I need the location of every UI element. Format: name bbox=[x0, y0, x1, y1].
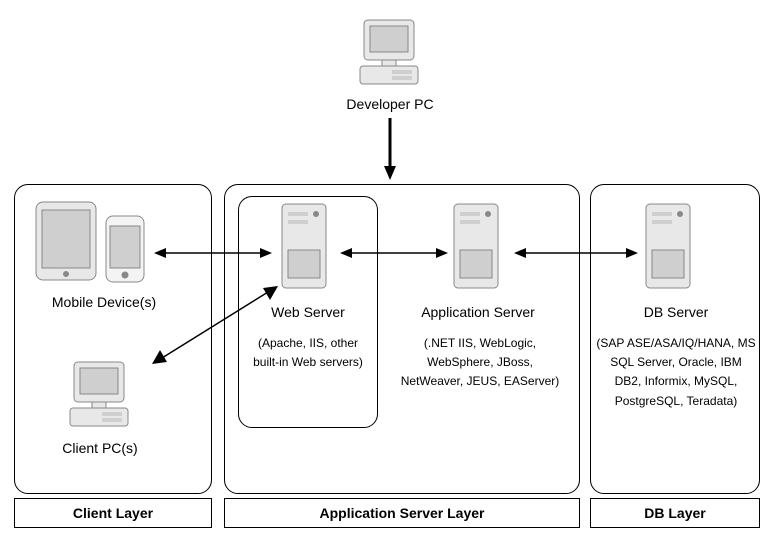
phone-icon bbox=[104, 214, 146, 284]
tablet-icon bbox=[34, 200, 98, 282]
app-server-label: Application Server bbox=[398, 304, 558, 320]
db-server-sub: (SAP ASE/ASA/IQ/HANA, MS SQL Server, Ora… bbox=[596, 334, 756, 411]
db-server-icon bbox=[640, 200, 700, 294]
architecture-diagram: Developer PC Mobile Device(s) Client PC(… bbox=[0, 0, 775, 538]
app-layer-label: Application Server Layer bbox=[320, 505, 485, 521]
app-server-sub: (.NET IIS, WebLogic, WebSphere, JBoss, N… bbox=[398, 334, 562, 392]
client-pcs-label: Client PC(s) bbox=[40, 440, 160, 456]
db-layer-cell: DB Layer bbox=[590, 498, 760, 528]
developer-pc-label: Developer PC bbox=[320, 96, 460, 112]
client-layer-label: Client Layer bbox=[73, 505, 153, 521]
db-layer-label: DB Layer bbox=[644, 505, 705, 521]
arrow-clientpc-web bbox=[150, 280, 280, 370]
arrow-dev-to-app bbox=[384, 118, 396, 180]
db-server-label: DB Server bbox=[606, 304, 746, 320]
web-server-icon bbox=[276, 200, 336, 294]
app-layer-cell: Application Server Layer bbox=[224, 498, 580, 528]
arrow-mobile-web bbox=[154, 246, 272, 260]
arrow-web-app bbox=[340, 246, 448, 260]
app-server-icon bbox=[448, 200, 508, 294]
client-pc-icon bbox=[60, 356, 138, 434]
client-layer-cell: Client Layer bbox=[14, 498, 212, 528]
developer-pc-icon bbox=[350, 14, 428, 92]
arrow-app-db bbox=[514, 246, 638, 260]
